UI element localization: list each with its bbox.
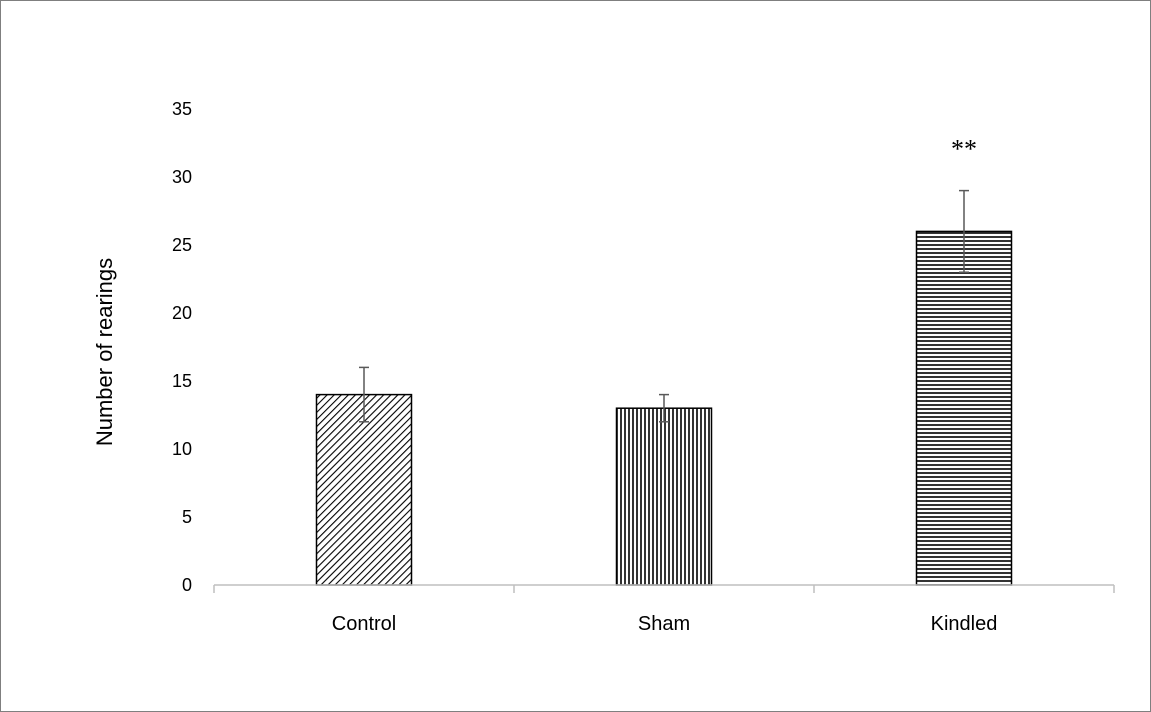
x-tick-label-kindled: Kindled	[931, 613, 998, 635]
x-tick-label-control: Control	[332, 613, 396, 635]
y-tick-label-10: 10	[172, 439, 192, 459]
significance-annotations: **	[951, 135, 977, 164]
x-axis	[213, 584, 1115, 593]
y-tick-label-5: 5	[182, 507, 192, 527]
y-tick-label-15: 15	[172, 371, 192, 391]
y-axis-title: Number of rearings	[92, 258, 117, 446]
y-tick-label-25: 25	[172, 235, 192, 255]
bar-sham	[615, 407, 713, 586]
y-tick-label-0: 0	[182, 575, 192, 595]
bar-control	[315, 393, 413, 586]
y-tick-labels: 0 5 10 15 20 25 30 35	[172, 99, 192, 595]
y-tick-label-30: 30	[172, 167, 192, 187]
category-labels: Control Sham Kindled	[332, 613, 998, 635]
significance-marker-kindled: **	[951, 135, 977, 164]
bar-kindled	[915, 230, 1013, 586]
error-bars	[359, 189, 969, 423]
y-tick-label-35: 35	[172, 99, 192, 119]
x-tick-label-sham: Sham	[638, 613, 690, 635]
y-tick-label-20: 20	[172, 303, 192, 323]
